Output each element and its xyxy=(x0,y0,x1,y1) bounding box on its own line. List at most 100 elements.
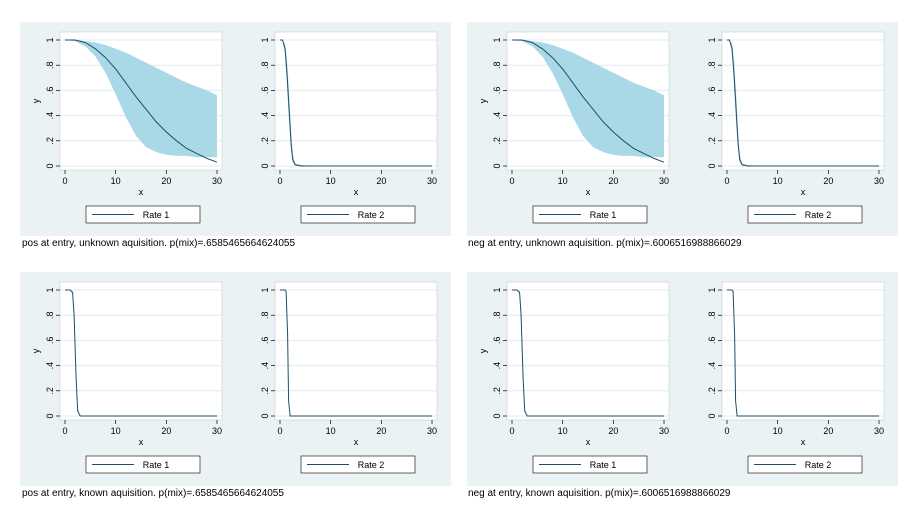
x-axis-label: x xyxy=(586,437,591,447)
y-tick-label: 1 xyxy=(260,37,270,42)
y-tick-label: .2 xyxy=(492,387,502,395)
plot-area xyxy=(506,281,670,421)
series-line xyxy=(727,289,879,417)
y-tick-label: .2 xyxy=(260,137,270,145)
series-line xyxy=(65,39,218,163)
x-tick-label: 20 xyxy=(376,426,386,436)
y-tick-label: .8 xyxy=(707,61,717,69)
subplot-0-0: 0 .2 .4 .6 .8 1 y 0 10 20 30 x Rate 1 xyxy=(31,31,223,224)
y-tick-label: .8 xyxy=(260,311,270,319)
x-tick-label: 30 xyxy=(874,176,884,186)
y-tick-label: 1 xyxy=(492,37,502,42)
legend-box xyxy=(300,455,416,474)
legend-label: Rate 1 xyxy=(143,210,170,220)
y-tick-label: 0 xyxy=(707,163,717,168)
y-tick-label: .4 xyxy=(492,112,502,120)
x-tick-label: 0 xyxy=(62,426,67,436)
x-axis-label: x xyxy=(586,187,591,197)
series-line xyxy=(512,289,664,417)
x-tick-label: 0 xyxy=(62,176,67,186)
x-tick-label: 10 xyxy=(326,176,336,186)
y-tick-label: 1 xyxy=(707,37,717,42)
plot-area xyxy=(274,31,438,171)
x-tick-label: 30 xyxy=(874,426,884,436)
y-tick-label: 0 xyxy=(492,413,502,418)
y-tick-label: .6 xyxy=(492,337,502,345)
y-tick-label: 1 xyxy=(45,37,55,42)
y-tick-label: .4 xyxy=(707,112,717,120)
confidence-band xyxy=(65,40,217,158)
x-tick-label: 20 xyxy=(161,176,171,186)
y-tick-label: .6 xyxy=(260,87,270,95)
series-line xyxy=(280,289,432,417)
x-tick-label: 30 xyxy=(659,426,669,436)
y-tick-label: 0 xyxy=(492,163,502,168)
subplot-2-0: 0 .2 .4 .6 .8 1 y 0 10 20 30 x Rate 1 xyxy=(31,281,223,474)
confidence-band xyxy=(512,40,664,158)
x-tick-label: 10 xyxy=(773,426,783,436)
y-tick-label: 0 xyxy=(260,413,270,418)
legend-label: Rate 1 xyxy=(143,460,170,470)
y-tick-label: 1 xyxy=(707,287,717,292)
legend-box xyxy=(532,455,648,474)
y-axis-label: y xyxy=(31,348,41,353)
y-tick-label: .4 xyxy=(45,112,55,120)
x-tick-label: 0 xyxy=(509,426,514,436)
y-axis-label: y xyxy=(31,98,41,103)
series-line xyxy=(280,39,432,167)
x-tick-label: 20 xyxy=(161,426,171,436)
y-tick-label: .4 xyxy=(492,362,502,370)
y-tick-label: 0 xyxy=(45,163,55,168)
y-tick-label: .2 xyxy=(707,137,717,145)
legend-box xyxy=(85,455,201,474)
y-tick-label: .2 xyxy=(260,387,270,395)
legend-box xyxy=(747,455,863,474)
x-tick-label: 20 xyxy=(823,426,833,436)
x-tick-label: 0 xyxy=(509,176,514,186)
y-tick-label: 1 xyxy=(492,287,502,292)
y-tick-label: .8 xyxy=(45,61,55,69)
caption-neg-unknown: neg at entry, unknown aquisition. p(mix)… xyxy=(468,238,742,249)
plot-area xyxy=(274,281,438,421)
x-tick-label: 30 xyxy=(659,176,669,186)
plot-area xyxy=(721,31,885,171)
y-tick-label: .8 xyxy=(260,61,270,69)
x-axis-label: x xyxy=(801,187,806,197)
series-line xyxy=(512,39,665,163)
y-tick-label: .8 xyxy=(707,311,717,319)
x-tick-label: 30 xyxy=(212,426,222,436)
y-tick-label: 0 xyxy=(260,163,270,168)
x-axis-label: x xyxy=(354,187,359,197)
y-tick-label: .6 xyxy=(260,337,270,345)
x-tick-label: 0 xyxy=(724,176,729,186)
x-tick-label: 30 xyxy=(427,426,437,436)
y-axis-label: y xyxy=(478,98,488,103)
series-line xyxy=(727,39,879,167)
y-tick-label: .8 xyxy=(492,61,502,69)
x-tick-label: 0 xyxy=(277,426,282,436)
y-tick-label: 1 xyxy=(260,287,270,292)
caption-pos-known: pos at entry, known aquisition. p(mix)=.… xyxy=(22,488,284,499)
x-tick-label: 10 xyxy=(326,426,336,436)
legend-label: Rate 2 xyxy=(805,460,832,470)
x-axis-label: x xyxy=(139,437,144,447)
y-tick-label: .4 xyxy=(260,362,270,370)
y-tick-label: .2 xyxy=(45,137,55,145)
legend-label: Rate 2 xyxy=(358,460,385,470)
y-tick-label: .8 xyxy=(45,311,55,319)
x-axis-label: x xyxy=(354,437,359,447)
y-tick-label: .4 xyxy=(45,362,55,370)
y-tick-label: .6 xyxy=(492,87,502,95)
subplot-1-0: 0 .2 .4 .6 .8 1 y 0 10 20 30 x Rate 1 xyxy=(478,31,670,224)
x-tick-label: 10 xyxy=(558,176,568,186)
y-tick-label: 0 xyxy=(45,413,55,418)
subplot-3-0: 0 .2 .4 .6 .8 1 y 0 10 20 30 x Rate 1 xyxy=(478,281,670,474)
plot-area xyxy=(59,281,223,421)
